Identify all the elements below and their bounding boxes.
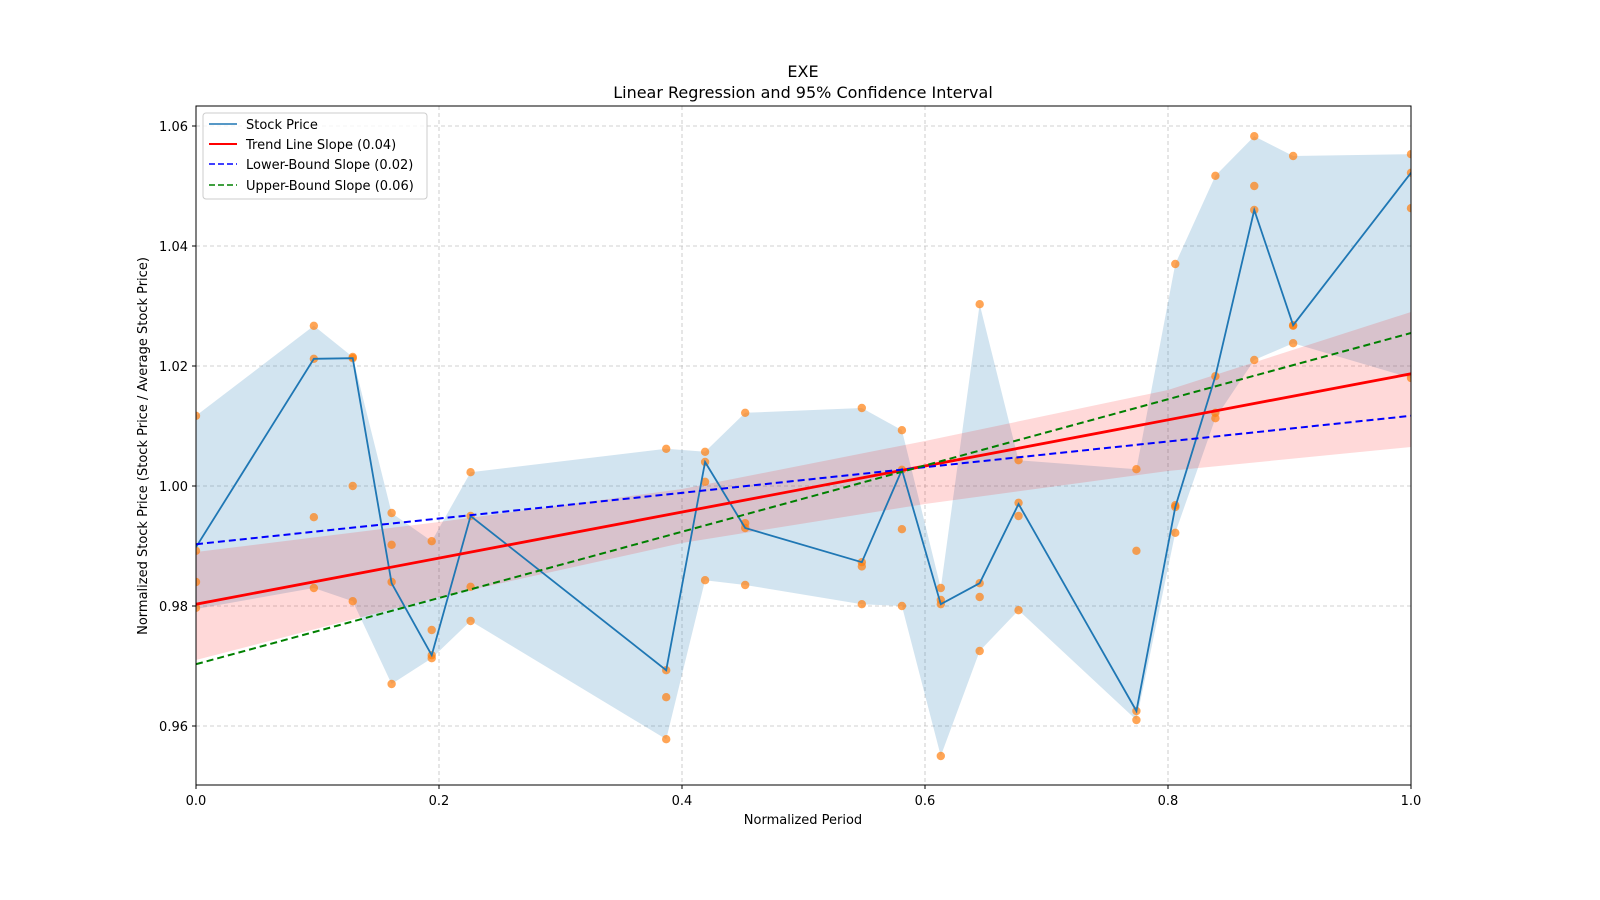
scatter-point bbox=[427, 537, 436, 546]
scatter-point bbox=[936, 583, 945, 593]
scatter-point bbox=[387, 679, 396, 689]
scatter-point bbox=[1406, 150, 1411, 159]
scatter-point bbox=[897, 525, 907, 534]
scatter-point bbox=[662, 444, 671, 453]
legend-item-stock-price: Stock Price bbox=[209, 118, 318, 133]
scatter-point bbox=[1211, 171, 1220, 180]
y-tick-label: 1.06 bbox=[159, 120, 188, 135]
x-tick-label: 0.0 bbox=[186, 794, 207, 809]
y-axis-label: Normalized Stock Price (Stock Price / Av… bbox=[136, 257, 151, 635]
chart-subtitle: Linear Regression and 95% Confidence Int… bbox=[613, 83, 993, 102]
scatter-point bbox=[662, 693, 671, 702]
scatter-point bbox=[1171, 528, 1180, 537]
legend-item-upper-bound: Upper-Bound Slope (0.06) bbox=[209, 179, 414, 194]
y-tick-label: 1.00 bbox=[159, 480, 188, 495]
scatter-point bbox=[1014, 456, 1023, 465]
scatter-point bbox=[1250, 132, 1259, 141]
scatter-point bbox=[857, 562, 867, 571]
scatter-point bbox=[740, 580, 750, 590]
legend-label-stock-price: Stock Price bbox=[246, 118, 318, 133]
scatter-point bbox=[1250, 355, 1259, 365]
scatter-point bbox=[309, 321, 319, 330]
scatter-point bbox=[662, 735, 671, 744]
scatter-point bbox=[309, 513, 319, 522]
legend-item-lower-bound: Lower-Bound Slope (0.02) bbox=[209, 158, 413, 173]
legend-label-upper-bound: Upper-Bound Slope (0.06) bbox=[246, 179, 414, 194]
legend: Stock Price Trend Line Slope (0.04) Lowe… bbox=[202, 112, 428, 200]
legend-box bbox=[202, 112, 428, 200]
scatter-point bbox=[196, 411, 201, 420]
x-axis-label: Normalized Period bbox=[744, 813, 862, 828]
scatter-point bbox=[427, 625, 436, 635]
scatter-point bbox=[196, 577, 201, 587]
scatter-point bbox=[309, 583, 319, 593]
x-tick-label: 0.4 bbox=[672, 794, 693, 809]
scatter-point bbox=[348, 481, 357, 491]
scatter-point bbox=[466, 616, 475, 626]
x-tick-label: 0.8 bbox=[1158, 794, 1179, 809]
stock-price-line bbox=[196, 172, 1411, 714]
y-tick-label: 1.02 bbox=[159, 360, 188, 375]
y-tick-label: 0.96 bbox=[159, 720, 188, 735]
scatter-point bbox=[700, 477, 710, 486]
scatter-point bbox=[348, 597, 357, 606]
grid bbox=[196, 106, 1411, 785]
trend-line bbox=[196, 372, 1411, 606]
x-tick-label: 1.0 bbox=[1401, 794, 1422, 809]
scatter-point bbox=[1132, 546, 1141, 555]
scatter-points bbox=[196, 132, 1411, 761]
scatter-point bbox=[387, 508, 396, 518]
scatter-point bbox=[740, 408, 750, 417]
scatter-point bbox=[897, 601, 907, 611]
scatter-point bbox=[1014, 511, 1023, 521]
plot-area: 0.0 0.2 0.4 0.6 0.8 1.0 0.96 0.98 1.00 1.02 1.04 1… bbox=[159, 105, 1422, 809]
scatter-point bbox=[1288, 339, 1298, 348]
plot-frame bbox=[195, 105, 1412, 786]
y-tick-label: 1.04 bbox=[159, 240, 188, 255]
x-tick-label: 0.2 bbox=[429, 794, 450, 809]
y-tick-label: 0.98 bbox=[159, 600, 188, 615]
scatter-point bbox=[1132, 465, 1141, 474]
trend-confidence-band bbox=[196, 312, 1411, 660]
scatter-point bbox=[1132, 715, 1141, 725]
chart-title: EXE bbox=[787, 62, 818, 81]
x-tick-label: 0.6 bbox=[915, 794, 936, 809]
scatter-point bbox=[1014, 606, 1023, 615]
scatter-point bbox=[936, 751, 945, 761]
data-layer bbox=[196, 132, 1411, 761]
scatter-point bbox=[857, 600, 867, 609]
upper-bound-line bbox=[196, 332, 1411, 666]
scatter-point bbox=[897, 426, 907, 435]
legend-label-trend-line: Trend Line Slope (0.04) bbox=[245, 138, 396, 153]
x-axis-ticks: 0.0 0.2 0.4 0.6 0.8 1.0 bbox=[186, 785, 1422, 809]
scatter-point bbox=[427, 654, 436, 663]
scatter-point bbox=[1406, 373, 1411, 383]
lower-bound-line bbox=[196, 414, 1411, 546]
scatter-point bbox=[1406, 204, 1411, 213]
scatter-point bbox=[975, 592, 984, 602]
scatter-point bbox=[1211, 414, 1220, 423]
scatter-point bbox=[196, 546, 201, 555]
scatter-point bbox=[387, 540, 396, 549]
scatter-point bbox=[1171, 259, 1180, 269]
scatter-point bbox=[1288, 151, 1298, 161]
legend-label-lower-bound: Lower-Bound Slope (0.02) bbox=[246, 158, 413, 173]
scatter-point bbox=[196, 603, 201, 612]
scatter-point bbox=[1250, 181, 1259, 191]
y-axis-ticks: 0.96 0.98 1.00 1.02 1.04 1.06 bbox=[159, 120, 196, 735]
scatter-point bbox=[975, 300, 984, 309]
scatter-point bbox=[857, 403, 867, 413]
scatter-point bbox=[700, 447, 710, 456]
scatter-point bbox=[700, 576, 710, 585]
scatter-point bbox=[466, 468, 475, 477]
price-range-band bbox=[196, 136, 1411, 756]
legend-item-trend-line: Trend Line Slope (0.04) bbox=[209, 138, 396, 153]
scatter-point bbox=[975, 646, 984, 656]
